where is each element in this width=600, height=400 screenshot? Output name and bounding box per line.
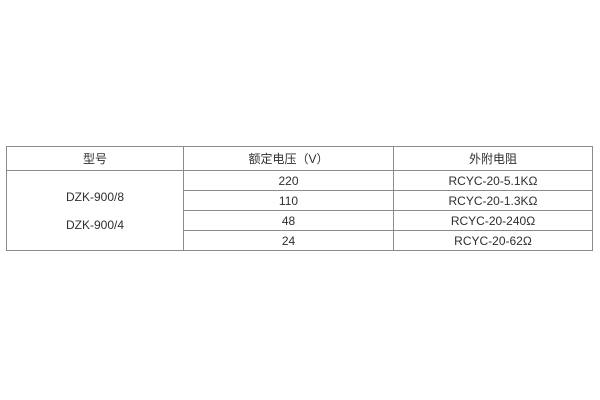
header-model: 型号 [6, 146, 184, 171]
table-row: 48 RCYC-20-240Ω [7, 210, 593, 231]
model-lines: DZK-900/8 DZK-900/4 [7, 187, 183, 235]
resistor-cell: RCYC-20-240Ω [393, 210, 593, 231]
resistor-cell: RCYC-20-1.3KΩ [393, 190, 593, 211]
model-line-1: DZK-900/8 [65, 189, 125, 204]
resistor-cell: RCYC-20-62Ω [393, 230, 593, 251]
model-line-2: DZK-900/4 [65, 217, 125, 232]
header-voltage: 额定电压（V） [183, 146, 394, 171]
resistor-cell: RCYC-20-5.1KΩ [393, 170, 593, 191]
voltage-cell: 24 [183, 230, 394, 251]
spec-table: 型号 额定电压（V） 外附电阻 DZK-900/8 DZK-900/4 220 … [6, 146, 593, 251]
header-resistor: 外附电阻 [393, 146, 593, 171]
voltage-cell: 48 [183, 210, 394, 231]
table-header-row: 型号 额定电压（V） 外附电阻 [6, 146, 593, 171]
model-cell: DZK-900/8 DZK-900/4 [6, 170, 184, 251]
table-row: 24 RCYC-20-62Ω [7, 230, 593, 251]
table-row: 110 RCYC-20-1.3KΩ [7, 190, 593, 211]
voltage-cell: 110 [183, 190, 394, 211]
voltage-cell: 220 [183, 170, 394, 191]
table-row: DZK-900/8 DZK-900/4 220 RCYC-20-5.1KΩ [6, 170, 593, 251]
